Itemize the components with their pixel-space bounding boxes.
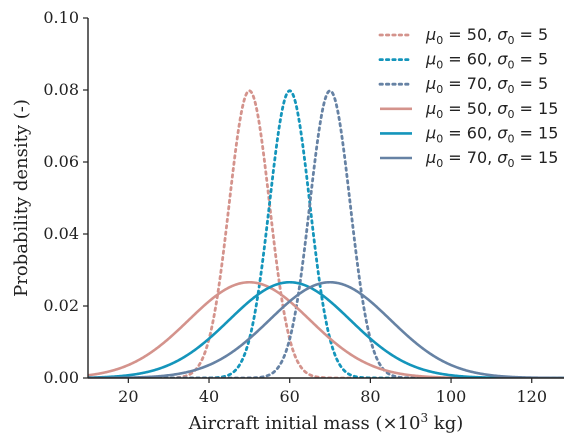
x-tick-label: 100 bbox=[436, 387, 467, 406]
legend: μ0 = 50, σ0 = 5μ0 = 60, σ0 = 5μ0 = 70, σ… bbox=[378, 25, 558, 170]
y-axis-title: Probability density (-) bbox=[11, 99, 32, 297]
legend-label-mu50-sigma15: μ0 = 50, σ0 = 15 bbox=[425, 99, 558, 121]
legend-label-mu60-sigma5: μ0 = 60, σ0 = 5 bbox=[425, 50, 548, 72]
series-line-mu60-sigma5 bbox=[88, 89, 564, 378]
axes bbox=[87, 18, 564, 379]
series-line-mu70-sigma15 bbox=[88, 280, 564, 378]
ticks: 20 40 60 80 100 120 0.00 0.02 0.04 0.06 0.08 0.10 bbox=[43, 8, 547, 406]
legend-label-mu60-sigma15: μ0 = 60, σ0 = 15 bbox=[425, 123, 558, 145]
legend-label-mu70-sigma15: μ0 = 70, σ0 = 15 bbox=[425, 148, 558, 170]
series-line-mu60-sigma15 bbox=[88, 280, 564, 378]
series-line-mu70-sigma5 bbox=[88, 89, 564, 378]
y-tick-label: 0.06 bbox=[43, 152, 79, 171]
y-tick-label: 0.00 bbox=[43, 368, 79, 387]
y-tick-label: 0.10 bbox=[43, 8, 79, 27]
axis-titles: Aircraft initial mass (×103 kg) Probabili… bbox=[11, 99, 463, 434]
legend-label-mu50-sigma5: μ0 = 50, σ0 = 5 bbox=[425, 25, 548, 47]
x-tick-label: 40 bbox=[199, 387, 219, 406]
x-tick-label: 20 bbox=[118, 387, 138, 406]
x-tick-label: 80 bbox=[360, 387, 380, 406]
x-tick-label: 120 bbox=[516, 387, 547, 406]
legend-label-mu70-sigma5: μ0 = 70, σ0 = 5 bbox=[425, 74, 548, 96]
y-tick-label: 0.08 bbox=[43, 80, 79, 99]
x-tick-label: 60 bbox=[280, 387, 300, 406]
y-tick-label: 0.02 bbox=[43, 296, 79, 315]
y-tick-label: 0.04 bbox=[43, 224, 79, 243]
x-axis-title: Aircraft initial mass (×103 kg) bbox=[188, 411, 464, 434]
